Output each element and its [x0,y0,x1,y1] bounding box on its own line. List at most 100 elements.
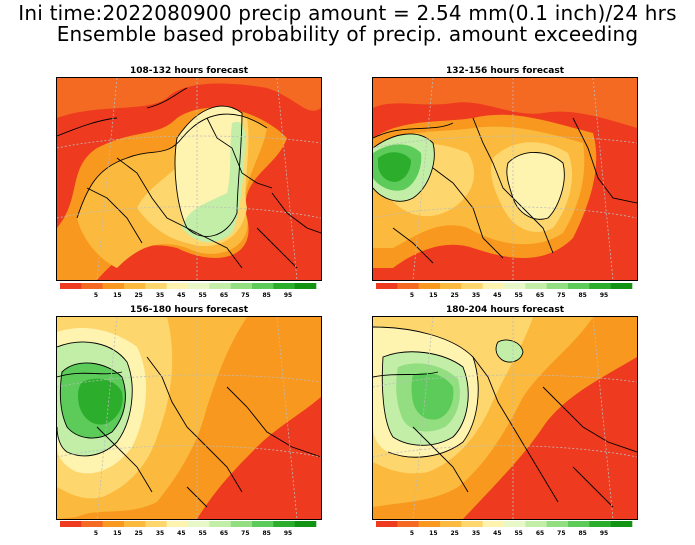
colorbar-tick-label: 95 [284,530,292,537]
colorbar-tick-label: 95 [284,292,292,299]
forecast-panel-156-180: 156-180 hours forecast [56,305,322,520]
colorbar-tick-label: 65 [536,530,544,537]
colorbar-tick-label: 55 [198,530,206,537]
colorbar-tick-label: 5 [410,292,414,299]
colorbar-tick-label: 55 [514,292,522,299]
colorbar-swatch [568,521,590,527]
colorbar-tick-label: 55 [198,292,206,299]
colorbar-swatch [252,521,274,527]
colorbar-tick-label: 15 [429,530,437,537]
colorbar-swatch [525,521,547,527]
colorbar-swatch [482,283,505,289]
colorbar-tick-label: 5 [94,292,98,299]
colorbar-tick-label: 85 [262,530,270,537]
panel-title: 180-204 hours forecast [445,305,565,315]
colorbar-swatch [461,521,483,527]
probability-map [372,316,638,520]
panel-title: 156-180 hours forecast [129,305,249,315]
colorbar-swatch [294,521,317,527]
colorbar-tick-label: 95 [600,530,608,537]
colorbar-tick-label: 15 [113,530,121,537]
colorbar-tick-label: 45 [177,530,185,537]
colorbar-swatch [102,521,125,527]
colorbar-swatch [230,521,253,527]
panel-title: 108-132 hours forecast [129,66,249,76]
colorbar-swatch [610,283,633,289]
colorbar-top-left: 5 15 25 35 45 55 65 75 85 95 [60,283,317,299]
probability-map [372,77,638,281]
forecast-panel-180-204: 180-204 hours forecast [372,305,638,520]
colorbar-swatch [504,521,526,527]
colorbar-tick-label: 5 [94,530,98,537]
colorbar-swatch [418,521,441,527]
colorbar-swatch [166,521,189,527]
colorbar-swatch [418,283,441,289]
colorbar-tick-label: 85 [578,530,586,537]
colorbar-tick-label: 75 [241,292,249,299]
colorbar-swatch [440,521,462,527]
colorbar-swatch [546,521,569,527]
colorbar-swatch [546,283,569,289]
probability-map [56,77,322,281]
colorbar-swatch [482,521,505,527]
colorbar-top-right: 5 15 25 35 45 55 65 75 85 95 [376,283,633,299]
colorbar-tick-label: 25 [450,292,458,299]
colorbar-swatch [188,283,210,289]
colorbar-tick-label: 45 [493,530,501,537]
colorbar-tick-label: 25 [134,530,142,537]
colorbar-tick-label: 35 [156,530,164,537]
colorbar-tick-label: 45 [493,292,501,299]
colorbar-swatch [397,521,419,527]
colorbar-swatch [525,283,547,289]
forecast-panel-132-156: 132-156 hours forecast [372,66,638,281]
colorbar-swatch [273,521,295,527]
colorbar-bottom-left: 5 15 25 35 45 55 65 75 85 95 [60,521,317,537]
colorbar-tick-label: 25 [134,292,142,299]
colorbar-swatch [610,521,633,527]
colorbar-tick-label: 15 [429,292,437,299]
colorbar-tick-label: 75 [241,530,249,537]
colorbar-swatch [60,283,82,289]
colorbar-swatch [145,283,167,289]
colorbar-swatch [397,283,419,289]
colorbar-swatch [60,521,82,527]
colorbar-tick-label: 15 [113,292,121,299]
colorbar-tick-label: 85 [262,292,270,299]
colorbar-swatch [166,283,189,289]
colorbar-swatch [102,283,125,289]
colorbar-swatch [252,283,274,289]
colorbar-tick-label: 75 [557,530,565,537]
colorbar-swatch [568,283,590,289]
colorbar-tick-label: 45 [177,292,185,299]
colorbar-tick-label: 35 [472,530,480,537]
colorbar-swatch [124,521,146,527]
colorbar-swatch [376,521,398,527]
colorbar-tick-label: 65 [220,530,228,537]
colorbar-swatch [440,283,462,289]
colorbar-swatch [209,283,231,289]
colorbar-tick-label: 85 [578,292,586,299]
colorbar-swatch [124,283,146,289]
colorbar-swatch [81,521,103,527]
colorbar-tick-label: 95 [600,292,608,299]
colorbar-swatch [294,283,317,289]
panel-title: 132-156 hours forecast [445,66,565,76]
colorbar-tick-label: 65 [220,292,228,299]
colorbar-tick-label: 65 [536,292,544,299]
probability-map [56,316,322,520]
colorbar-swatch [589,521,611,527]
colorbar-tick-label: 5 [410,530,414,537]
colorbar-tick-label: 75 [557,292,565,299]
colorbar-swatch [209,521,231,527]
colorbar-tick-label: 55 [514,530,522,537]
colorbar-swatch [504,283,526,289]
colorbar-swatch [145,521,167,527]
colorbar-swatch [188,521,210,527]
forecast-panel-108-132: 108-132 hours forecast [56,66,322,281]
colorbar-swatch [81,283,103,289]
colorbar-swatch [589,283,611,289]
colorbar-tick-label: 25 [450,530,458,537]
colorbar-swatch [376,283,398,289]
colorbar-tick-label: 35 [156,292,164,299]
colorbar-swatch [273,283,295,289]
